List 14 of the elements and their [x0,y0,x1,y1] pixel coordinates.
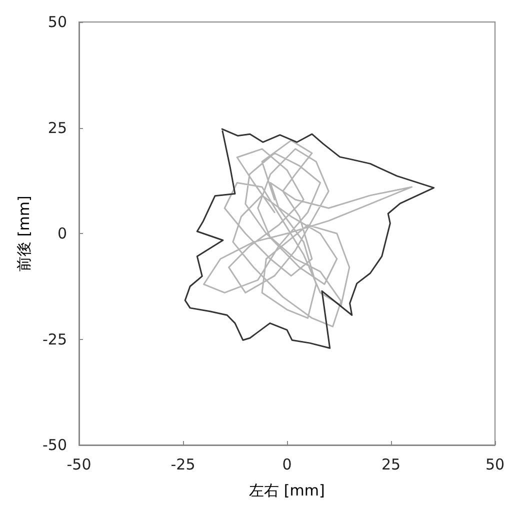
y-axis-title: 前後 [mm] [15,196,34,272]
x-tick-label: 25 [381,456,401,474]
y-tick-label: -50 [42,436,67,454]
y-tick-label: 25 [48,118,67,137]
x-tick-label: -50 [66,456,92,474]
x-axis-title: 左右 [mm] [249,482,325,500]
x-tick-label: 0 [282,456,292,474]
y-tick-label: -25 [42,330,67,348]
line-series [203,140,413,328]
x-tick-label: -25 [170,456,196,474]
y-tick-label: 50 [48,13,67,31]
x-tick-label: 50 [485,456,505,474]
line-series [184,128,435,349]
y-tick-label: 0 [57,224,67,242]
